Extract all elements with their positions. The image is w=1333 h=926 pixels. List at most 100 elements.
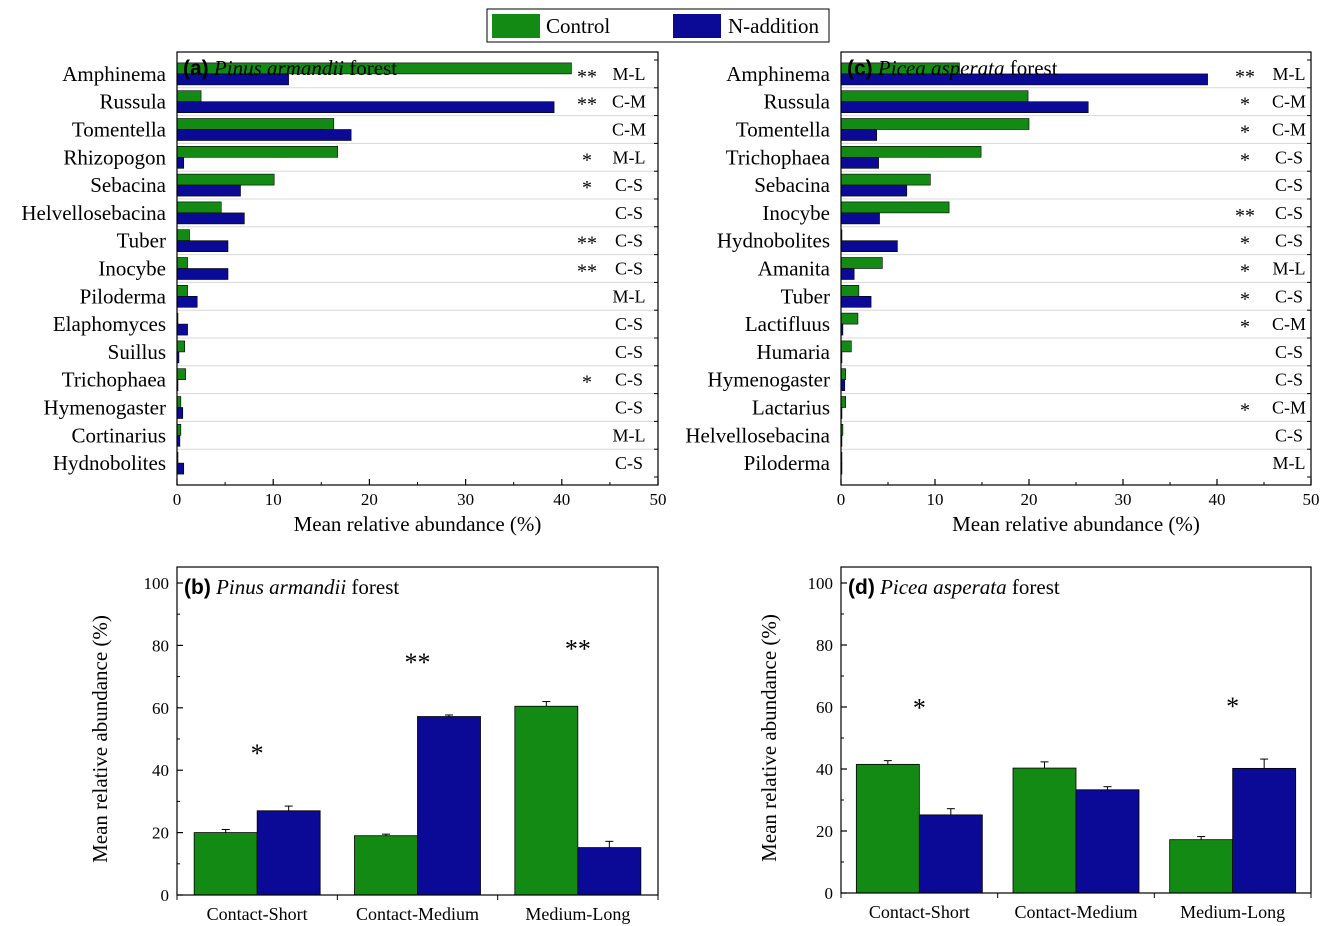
panel-d-y-tick-label: 80: [816, 636, 833, 655]
panel-a-panel-letter: (a): [183, 57, 209, 80]
panel-c-bar-control: [840, 396, 846, 408]
panel-b-category-label: Contact-Short: [207, 904, 308, 924]
panel-c-bar-n-addition: [840, 157, 879, 169]
panel-a-category-label: Russula: [99, 90, 166, 114]
panel-b-title-species: Pinus armandii: [211, 575, 347, 599]
panel-c-type-label: C-M: [1272, 314, 1306, 334]
panel-c-x-tick-label: 20: [1021, 490, 1038, 509]
panel-a-x-tick-label: 0: [173, 490, 182, 509]
panel-b-category-label: Contact-Medium: [356, 904, 479, 924]
panel-b-chart: * Contact-Short ** Contact-Medium ** Medium-L…: [88, 566, 659, 924]
panel-a-significance-mark: *: [582, 149, 592, 171]
panel-d-title-species: Picea asperata: [875, 575, 1007, 599]
panel-a-category-label: Suillus: [108, 340, 166, 364]
panel-a-type-label: C-S: [615, 175, 643, 195]
panel-d-y-tick-label: 40: [816, 760, 833, 779]
panel-c-category-label: Lactarius: [752, 396, 830, 420]
panel-b-significance-mark: **: [565, 635, 591, 664]
panel-a-type-label: C-S: [615, 370, 643, 390]
panel-c-x-tick-label: 30: [1115, 490, 1132, 509]
panel-c-x-axis-label: Mean relative abundance (%): [952, 512, 1200, 536]
panel-a-significance-mark: **: [577, 233, 597, 255]
panel-a-bar-control: [176, 340, 185, 353]
panel-a-bar-control: [176, 201, 222, 214]
panel-a-category-label: Inocybe: [98, 257, 166, 281]
panel-b-panel-letter: (b): [184, 576, 211, 599]
panel-a-bar-control: [176, 257, 188, 269]
panel-a-significance-mark: **: [577, 261, 597, 283]
panel-b-bar-control: [514, 705, 579, 896]
panel-c-type-label: C-S: [1275, 425, 1303, 445]
panel-d-category-label: Contact-Short: [869, 902, 970, 922]
panel-a-type-label: C-S: [615, 314, 643, 334]
panel-a-x-axis-label: Mean relative abundance (%): [294, 512, 542, 536]
panel-c-bar-n-addition: [840, 240, 898, 252]
panel-d-plot-frame: [840, 566, 1312, 894]
panel-d-y-tick-label: 60: [816, 698, 833, 717]
panel-a-bar-control: [176, 173, 275, 186]
panel-c-type-label: C-S: [1275, 175, 1303, 195]
panel-c-title: (c) Picea asperata forest: [847, 56, 1058, 80]
panel-b-title-suffix: forest: [346, 575, 399, 599]
panel-a-bar-n-addition: [176, 462, 185, 475]
panel-a-type-label: M-L: [613, 64, 646, 84]
panel-a-category-label: Helvellosebacina: [21, 201, 166, 225]
panel-c-bar-control: [840, 284, 860, 297]
panel-c-significance-mark: *: [1240, 122, 1250, 144]
panel-c-bar-n-addition: [840, 129, 878, 141]
panel-c-significance-mark: **: [1235, 205, 1255, 227]
panel-c-panel-letter: (c): [847, 57, 873, 80]
panel-c-bar-control: [840, 257, 883, 269]
panel-b-bar-control: [193, 832, 258, 896]
panel-c-bar-control: [840, 201, 950, 214]
panel-c-bar-control: [840, 146, 982, 158]
panel-a-bar-control: [176, 229, 190, 241]
panel-c-x-tick-label: 0: [837, 490, 846, 509]
legend-swatch-n-addition: [673, 14, 721, 38]
panel-a-bar-n-addition: [176, 101, 555, 113]
panel-c-category-label: Tomentella: [736, 118, 831, 142]
panel-a-bar-control: [176, 118, 335, 130]
panel-a-category-label: Piloderma: [80, 284, 167, 308]
panel-a-bar-n-addition: [176, 212, 245, 225]
panel-a-x-tick-label: 40: [553, 490, 570, 509]
panel-a-bar-control: [176, 368, 186, 381]
panel-a-category-label: Amphinema: [62, 62, 166, 86]
panel-a-x-tick-label: 10: [265, 490, 282, 509]
panel-a-bar-control: [176, 90, 202, 102]
panel-a-bar-n-addition: [176, 184, 241, 197]
panel-a-category-label: Hydnobolites: [53, 451, 166, 475]
panel-c-significance-mark: *: [1240, 400, 1250, 422]
panel-c-bar-n-addition: [840, 268, 855, 280]
panel-c-title-suffix: forest: [1004, 56, 1057, 80]
panel-a-type-label: M-L: [613, 147, 646, 167]
panel-c-bar-control: [840, 312, 859, 325]
panel-b-y-tick-label: 100: [144, 574, 170, 593]
panel-b-bar-n-addition: [256, 810, 321, 896]
legend-label-n-addition: N-addition: [728, 14, 819, 38]
panel-c-category-label: Amphinema: [726, 62, 830, 86]
panel-c-significance-mark: *: [1240, 288, 1250, 310]
panel-c-type-label: C-S: [1275, 147, 1303, 167]
panel-c-type-label: C-S: [1275, 370, 1303, 390]
panel-d-bar-n-addition: [1232, 767, 1297, 894]
panel-d-bar-control: [1012, 767, 1077, 894]
legend-label-control: Control: [546, 14, 610, 38]
panel-a-type-label: C-S: [615, 398, 643, 418]
panel-c-category-label: Sebacina: [754, 173, 830, 197]
panel-c-type-label: C-M: [1272, 92, 1306, 112]
legend: Control N-addition: [486, 8, 830, 43]
panel-c-bar-n-addition: [840, 184, 908, 197]
panel-a-bar-n-addition: [176, 295, 198, 308]
panel-d-title-suffix: forest: [1007, 575, 1060, 599]
panel-c-type-label: M-L: [1273, 64, 1306, 84]
panel-c-x-tick-label: 50: [1303, 490, 1320, 509]
panel-d-bar-n-addition: [918, 814, 983, 894]
panel-d-bar-control: [1169, 839, 1234, 894]
panel-a-category-label: Hymenogaster: [44, 396, 166, 420]
panel-a-x-tick-label: 50: [650, 490, 667, 509]
panel-a-significance-mark: **: [577, 66, 597, 88]
panel-a-type-label: C-M: [612, 120, 646, 140]
panel-b-y-tick-label: 80: [152, 636, 169, 655]
panel-b-category-label: Medium-Long: [525, 904, 630, 924]
